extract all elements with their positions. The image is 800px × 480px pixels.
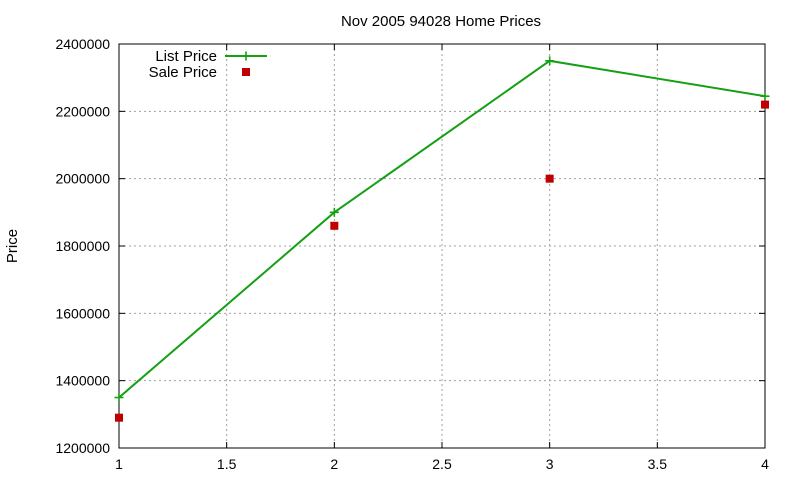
x-axis: 1 1.5 2 2.5 3 3.5 4 (115, 44, 769, 472)
list-price-point (329, 207, 339, 217)
grid (119, 44, 765, 448)
y-tick-label: 1400000 (55, 373, 110, 389)
list-price-series (114, 56, 770, 402)
list-price-line (118, 59, 766, 399)
sale-price-point (115, 413, 123, 422)
y-tick-label: 1800000 (55, 238, 110, 254)
y-tick-label: 2200000 (55, 103, 110, 119)
x-tick-label: 1 (115, 456, 123, 472)
sale-price-point (330, 221, 339, 230)
y-tick-label: 1600000 (55, 305, 110, 321)
list-price-point (114, 393, 124, 402)
chart-title: Nov 2005 94028 Home Prices (341, 13, 541, 30)
sale-price-series (115, 100, 769, 422)
x-tick-label: 2 (330, 456, 338, 472)
list-price-point (545, 56, 555, 66)
y-tick-label: 2000000 (55, 171, 110, 187)
legend-label: List Price (155, 48, 217, 65)
legend-label: Sale Price (149, 64, 217, 81)
series (114, 56, 770, 422)
legend-swatch (242, 68, 250, 76)
sale-price-point (545, 174, 554, 183)
x-tick-label: 3.5 (648, 456, 668, 472)
legend-swatch (225, 51, 267, 61)
legend-item-sale-price: Sale Price (149, 64, 250, 81)
legend-marker (242, 68, 250, 76)
sale-price-point (761, 100, 769, 109)
y-tick-label: 2400000 (55, 36, 110, 52)
legend-marker (241, 51, 251, 61)
x-tick-label: 2.5 (432, 456, 452, 472)
x-tick-label: 1.5 (217, 456, 237, 472)
y-axis: 1200000 1400000 1600000 1800000 2000000 22000… (55, 36, 765, 456)
y-tick-label: 1200000 (55, 440, 110, 456)
x-tick-label: 3 (546, 456, 554, 472)
list-price-point (760, 91, 770, 101)
x-tick-label: 4 (761, 456, 769, 472)
y-axis-label: Price (4, 229, 21, 263)
legend-item-list-price: List Price (155, 48, 267, 65)
